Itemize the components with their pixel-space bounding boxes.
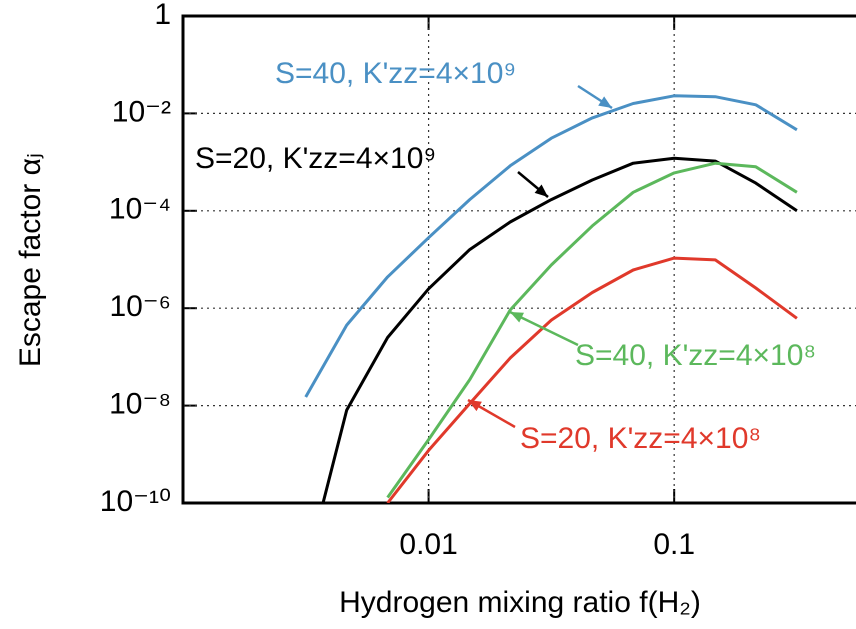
y-tick-label: 10⁻² xyxy=(112,95,171,128)
y-tick-label: 10⁻⁶ xyxy=(109,290,171,323)
series-label: S=20, K'zz=4×10⁸ xyxy=(520,422,761,455)
series-label: S=20, K'zz=4×10⁹ xyxy=(195,142,436,175)
series-line xyxy=(386,161,798,499)
arrow-head xyxy=(468,400,482,412)
y-tick-label: 1 xyxy=(154,0,171,31)
y-tick-label: 10⁻⁸ xyxy=(109,388,171,421)
series-label: S=40, K'zz=4×10⁸ xyxy=(575,339,816,372)
arrow-head xyxy=(510,312,524,323)
plot-area xyxy=(304,94,798,503)
series-label: S=40, K'zz=4×10⁹ xyxy=(275,57,516,90)
arrow-head xyxy=(598,96,612,108)
series-line xyxy=(321,156,798,503)
arrow-head xyxy=(534,184,548,197)
x-axis-label: Hydrogen mixing ratio f(H₂) xyxy=(339,586,701,619)
y-axis-label: Escape factor αⱼ xyxy=(14,153,47,367)
y-tick-label: 10⁻¹⁰ xyxy=(100,485,171,518)
x-tick-label: 0.1 xyxy=(653,528,695,561)
axes-frame xyxy=(181,14,856,505)
series-line xyxy=(386,256,798,503)
series-line xyxy=(304,94,798,398)
x-tick-label: 0.01 xyxy=(399,528,457,561)
y-tick-label: 10⁻⁴ xyxy=(109,193,171,226)
